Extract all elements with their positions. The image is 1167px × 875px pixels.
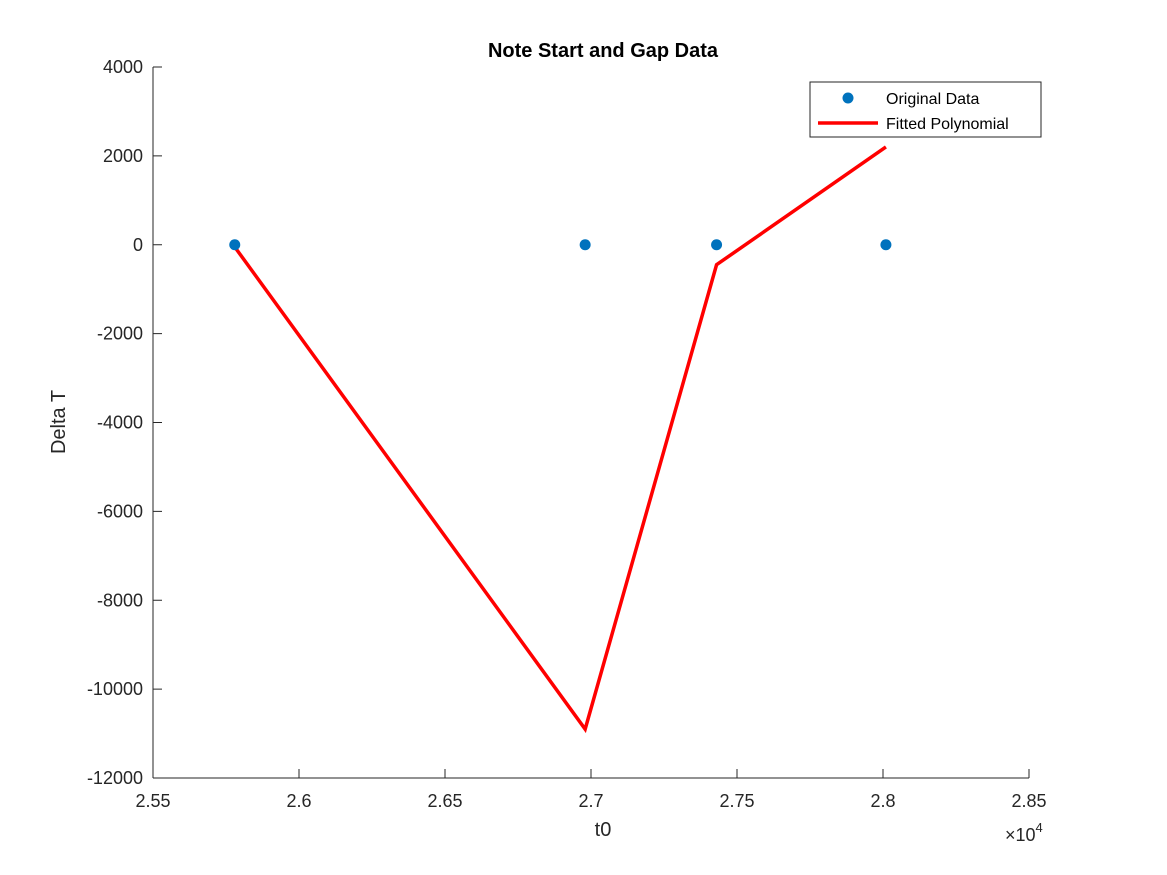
x-tick-label: 2.6 bbox=[286, 791, 311, 811]
legend-label-original-data: Original Data bbox=[886, 91, 979, 108]
x-exponent-power: 4 bbox=[1036, 820, 1043, 835]
y-tick-label: 2000 bbox=[103, 146, 143, 166]
x-tick-label: 2.7 bbox=[578, 791, 603, 811]
y-tick-label: -10000 bbox=[87, 679, 143, 699]
x-exponent-label: ×104 bbox=[1005, 820, 1043, 845]
x-tick-label: 2.75 bbox=[719, 791, 754, 811]
y-tick-label: -6000 bbox=[97, 501, 143, 521]
series-lines bbox=[233, 145, 887, 734]
legend: Original Data Fitted Polynomial bbox=[809, 81, 1042, 138]
legend-marker-original-data bbox=[842, 92, 854, 104]
series-markers bbox=[229, 239, 892, 251]
x-tick-label: 2.8 bbox=[870, 791, 895, 811]
chart-title: Note Start and Gap Data bbox=[488, 40, 719, 62]
y-ticks: 4000 2000 0 -2000 -4000 -6000 -8000 -10000 -1200… bbox=[87, 57, 162, 788]
series-line-fitted-polynomial bbox=[233, 145, 887, 734]
y-tick-label: -12000 bbox=[87, 768, 143, 788]
x-tick-label: 2.55 bbox=[135, 791, 170, 811]
x-axis-title: t0 bbox=[595, 819, 612, 841]
data-point-original-data bbox=[711, 239, 723, 251]
y-tick-label: -4000 bbox=[97, 413, 143, 433]
x-exponent-base: ×10 bbox=[1005, 825, 1036, 845]
y-axis-title: Delta T bbox=[48, 390, 70, 454]
svg-text:×104: ×104 bbox=[1005, 820, 1043, 845]
x-ticks: 2.55 2.6 2.65 2.7 2.75 2.8 2.85 bbox=[135, 769, 1047, 811]
data-point-original-data bbox=[880, 239, 892, 251]
y-tick-label: 4000 bbox=[103, 57, 143, 77]
x-tick-label: 2.65 bbox=[427, 791, 462, 811]
data-point-original-data bbox=[579, 239, 591, 251]
legend-box bbox=[809, 81, 1042, 138]
plot-area bbox=[153, 67, 1029, 778]
legend-label-fitted-polynomial: Fitted Polynomial bbox=[886, 116, 1009, 133]
data-point-original-data bbox=[229, 239, 241, 251]
y-tick-label: 0 bbox=[133, 235, 143, 255]
y-tick-label: -8000 bbox=[97, 590, 143, 610]
y-tick-label: -2000 bbox=[97, 324, 143, 344]
x-tick-label: 2.85 bbox=[1011, 791, 1046, 811]
